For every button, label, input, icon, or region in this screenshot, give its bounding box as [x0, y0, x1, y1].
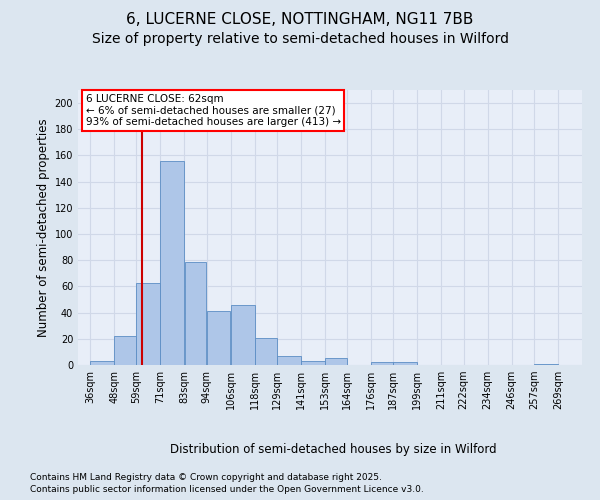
Bar — [301, 361, 325, 365]
Bar — [136, 282, 160, 365]
Bar — [325, 358, 347, 365]
Y-axis label: Number of semi-detached properties: Number of semi-detached properties — [37, 118, 50, 337]
Bar — [534, 364, 558, 365]
Bar — [255, 338, 277, 365]
Bar — [394, 362, 417, 365]
Text: Contains HM Land Registry data © Crown copyright and database right 2025.: Contains HM Land Registry data © Crown c… — [30, 472, 382, 482]
Text: Contains public sector information licensed under the Open Government Licence v3: Contains public sector information licen… — [30, 485, 424, 494]
Text: 6 LUCERNE CLOSE: 62sqm
← 6% of semi-detached houses are smaller (27)
93% of semi: 6 LUCERNE CLOSE: 62sqm ← 6% of semi-deta… — [86, 94, 341, 128]
Text: Distribution of semi-detached houses by size in Wilford: Distribution of semi-detached houses by … — [170, 442, 496, 456]
Bar — [114, 336, 136, 365]
Bar — [277, 356, 301, 365]
Text: 6, LUCERNE CLOSE, NOTTINGHAM, NG11 7BB: 6, LUCERNE CLOSE, NOTTINGHAM, NG11 7BB — [127, 12, 473, 28]
Bar — [160, 160, 184, 365]
Bar — [231, 305, 254, 365]
Text: Size of property relative to semi-detached houses in Wilford: Size of property relative to semi-detach… — [91, 32, 509, 46]
Bar — [90, 361, 114, 365]
Bar — [185, 262, 206, 365]
Bar — [371, 362, 393, 365]
Bar — [206, 312, 230, 365]
